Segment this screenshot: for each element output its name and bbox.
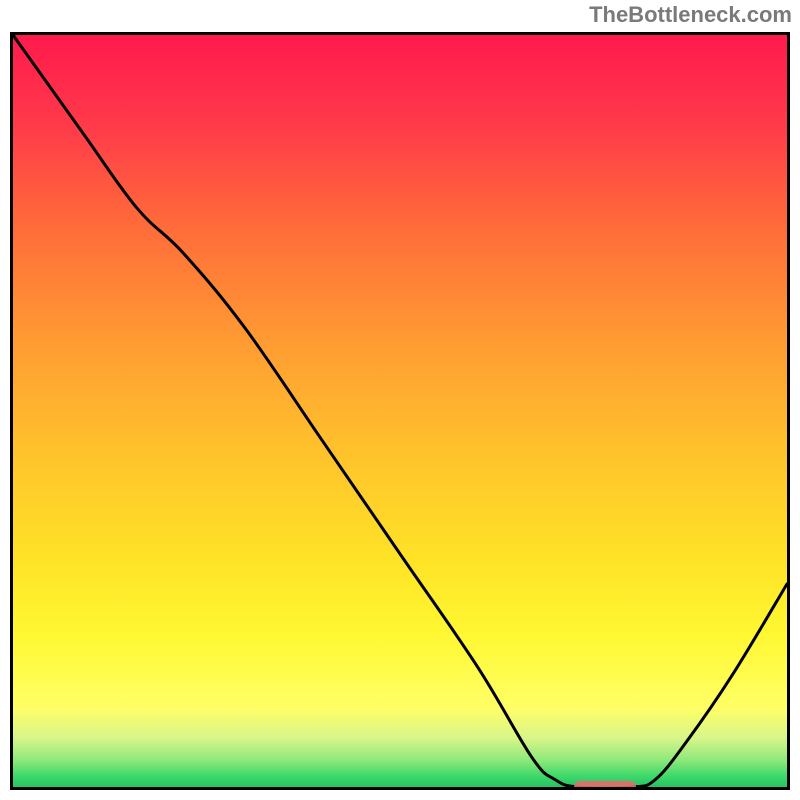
curve-line (13, 35, 787, 787)
watermark-text: TheBottleneck.com (589, 2, 792, 28)
plot-area (10, 32, 790, 790)
optimal-marker (574, 781, 636, 790)
chart-container: TheBottleneck.com (0, 0, 800, 800)
